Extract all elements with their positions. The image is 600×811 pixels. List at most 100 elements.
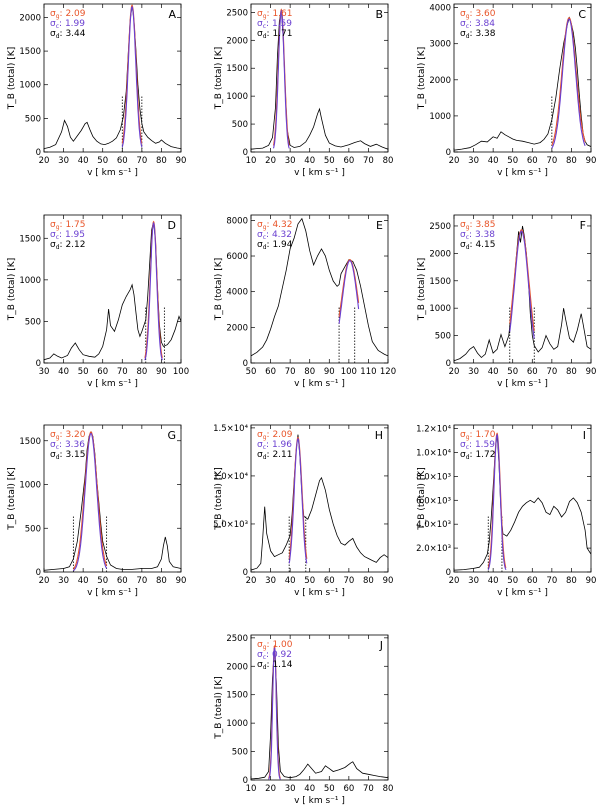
sigma-c-label: σc: 1.59: [257, 19, 292, 30]
panel-h: 20 30 40 50 60 70 80 90 0 5.0×10³ 1.0×10⁴ 1.5×10⁴ σg…: [213, 424, 393, 598]
y-tick-label: 1000: [226, 92, 248, 102]
x-tick-label: 50: [304, 576, 315, 586]
x-tick-label: 30: [468, 367, 479, 377]
sigma-d-value: 2.11: [272, 450, 292, 460]
x-tick-label: 60: [117, 156, 128, 166]
x-tick-label: 70: [546, 156, 557, 166]
sigma-c-label: σc: 3.84: [460, 19, 495, 30]
panel-letter: A: [168, 8, 176, 21]
x-axis-label: v [ km s⁻¹ ]: [497, 588, 548, 598]
panel-b: 10 20 30 40 50 60 70 80 0 500 1000 1500 2000 2500 σg: …: [214, 3, 393, 178]
observed-spectrum: [251, 9, 388, 150]
y-tick-label: 2000: [226, 662, 248, 672]
x-tick-label: 40: [285, 576, 296, 586]
x-tick-label: 20: [39, 576, 50, 586]
observed-spectrum: [251, 217, 388, 357]
sigma-c-label: σc: 1.99: [50, 19, 85, 30]
sigma-d-label: σd: 1.14: [257, 660, 293, 671]
y-tick-label: 1000: [429, 304, 451, 314]
x-axis-label: v [ km s⁻¹ ]: [294, 588, 345, 598]
y-axis-label: T_B (total) [K]: [7, 467, 17, 530]
x-tick-label: 30: [265, 576, 276, 586]
x-tick-label: 30: [285, 784, 296, 794]
panel-j: 10 20 30 40 50 60 70 80 0 500 1000 1500 2000 2500 σg: …: [214, 634, 393, 806]
c-fit-curve: [272, 9, 290, 149]
panel-g: 20 30 40 50 60 70 80 90 0 500 1000 1500 σg: 3.20σc: …: [7, 424, 186, 598]
observed-spectrum: [251, 434, 388, 571]
x-tick-label: 60: [265, 367, 276, 377]
x-tick-label: 80: [566, 576, 577, 586]
x-tick-label: 90: [586, 576, 597, 586]
plot-frame: [43, 424, 182, 573]
gauss-fit-curve: [338, 259, 360, 318]
plot-frame: [453, 424, 592, 573]
x-tick-label: 90: [156, 367, 167, 377]
x-tick-label: 20: [246, 576, 257, 586]
sigma-d-label: σd: 3.38: [460, 29, 496, 40]
sigma-c-value: 1.59: [272, 19, 292, 29]
x-tick-label: 80: [156, 576, 167, 586]
y-tick-label: 2000: [429, 249, 451, 259]
sigma-g-value: 3.60: [475, 9, 495, 19]
x-axis-label: v [ km s⁻¹ ]: [87, 168, 138, 178]
panel-letter: E: [376, 219, 383, 232]
y-tick-label: 4.0×10³: [416, 520, 451, 530]
x-tick-label: 70: [117, 367, 128, 377]
c-fit-curve: [551, 18, 586, 149]
sigma-d-value: 1.72: [475, 450, 495, 460]
sigma-c-label: σc: 4.32: [257, 230, 292, 241]
sigma-d-value: 3.44: [65, 29, 85, 39]
x-tick-label: 20: [449, 576, 460, 586]
sigma-g-label: σg: 2.09: [257, 430, 293, 441]
sigma-c-label: σc: 3.36: [50, 440, 85, 451]
x-tick-label: 50: [507, 576, 518, 586]
panel-letter: I: [583, 429, 586, 442]
x-tick-label: 50: [507, 156, 518, 166]
sigma-g-label: σg: 3.20: [50, 430, 86, 441]
y-tick-label: 3000: [429, 40, 451, 50]
x-tick-label: 40: [488, 156, 499, 166]
sigma-c-label: σc: 0.92: [257, 650, 292, 661]
x-tick-label: 50: [324, 156, 335, 166]
y-tick-label: 0: [243, 776, 248, 786]
x-tick-label: 40: [488, 367, 499, 377]
gauss-fit-curve: [509, 229, 535, 332]
x-tick-label: 40: [78, 156, 89, 166]
sigma-d-label: σd: 1.72: [460, 450, 495, 461]
sigma-g-value: 4.32: [272, 220, 292, 230]
x-tick-label: 80: [304, 367, 315, 377]
y-tick-label: 4000: [226, 288, 248, 298]
x-tick-label: 40: [488, 576, 499, 586]
x-axis-label: v [ km s⁻¹ ]: [497, 168, 548, 178]
y-tick-label: 6000: [226, 252, 248, 262]
y-axis-label: T_B (total) [K]: [417, 258, 427, 321]
y-tick-label: 8000: [226, 216, 248, 226]
y-axis-label: T_B (total) [K]: [214, 467, 224, 530]
sigma-g-label: σg: 1.70: [460, 430, 496, 441]
sigma-d-label: σd: 3.44: [50, 29, 86, 40]
y-tick-label: 1000: [226, 719, 248, 729]
x-tick-label: 60: [343, 156, 354, 166]
x-tick-label: 50: [97, 576, 108, 586]
y-tick-label: 1.2×10⁴: [416, 425, 451, 435]
y-tick-label: 1.0×10⁴: [416, 448, 451, 458]
sigma-d-value: 3.15: [65, 450, 85, 460]
x-tick-label: 70: [546, 367, 557, 377]
y-tick-label: 500: [25, 317, 41, 327]
y-tick-label: 2000: [19, 13, 41, 23]
x-tick-label: 70: [546, 576, 557, 586]
y-axis-label: T_B (total) [K]: [214, 258, 224, 321]
panel-letter: C: [578, 8, 586, 21]
y-tick-label: 2000: [226, 323, 248, 333]
x-tick-label: 50: [246, 367, 257, 377]
y-tick-label: 1000: [19, 481, 41, 491]
panel-c: 20 30 40 50 60 70 80 90 0 1000 2000 3000 4000 σg: 3.6…: [417, 3, 596, 178]
sigma-c-value: 1.95: [65, 230, 85, 240]
y-axis-label: T_B (total) [K]: [7, 258, 17, 321]
sigma-g-value: 3.85: [475, 220, 495, 230]
sigma-g-label: σg: 4.32: [257, 220, 292, 231]
y-tick-label: 6.0×10³: [416, 496, 451, 506]
sigma-d-value: 1.14: [272, 660, 292, 670]
y-tick-label: 0: [446, 568, 451, 578]
